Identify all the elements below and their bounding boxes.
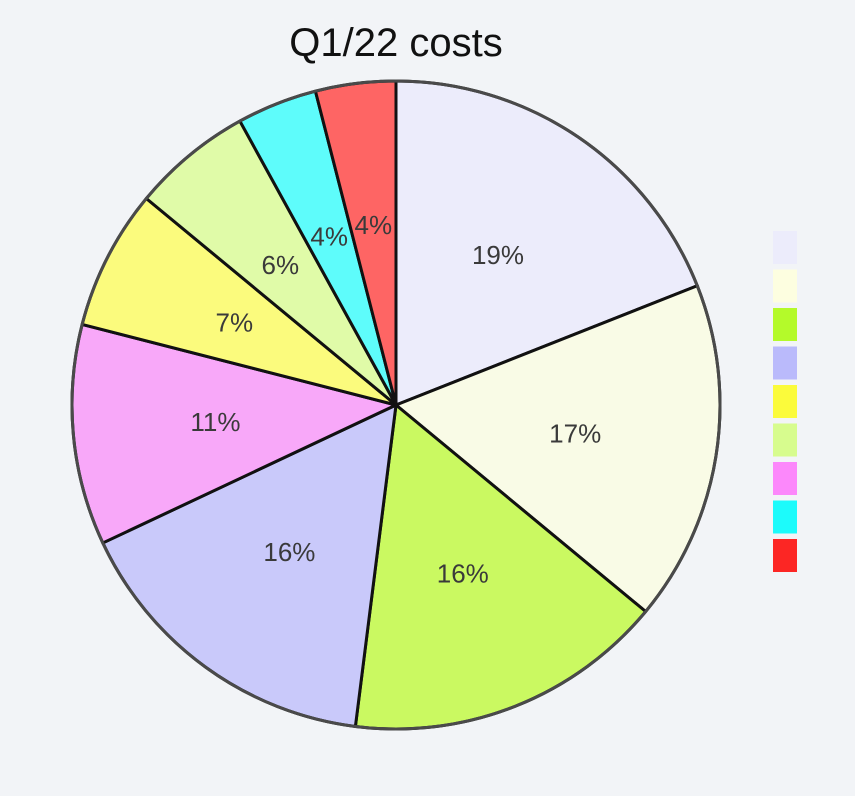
legend-swatch [773,539,797,572]
pie-outline [70,79,722,731]
slice-label: 6% [262,250,300,280]
legend-swatch [773,269,797,303]
legend [773,231,797,572]
legend-swatch [773,346,797,380]
legend-swatch [773,308,797,341]
slice-label: 4% [355,210,393,240]
slice-label: 7% [216,308,254,338]
slice-label: 4% [310,221,348,251]
legend-swatch [773,462,797,495]
legend-swatch [773,385,797,418]
legend-swatch [773,231,797,264]
slice-labels: 19% 17% 16% 16% 11% 7% 6% 4% 4% [190,210,601,589]
slice-label: 19% [472,240,524,270]
legend-swatch [773,500,797,534]
slice-label: 16% [437,559,489,589]
slice-label: 17% [549,418,601,448]
slice-label: 16% [263,537,315,567]
pie-slices [70,79,722,731]
chart-title: Q1/22 costs [289,21,502,65]
legend-swatch [773,423,797,457]
slice-label: 11% [190,407,240,437]
